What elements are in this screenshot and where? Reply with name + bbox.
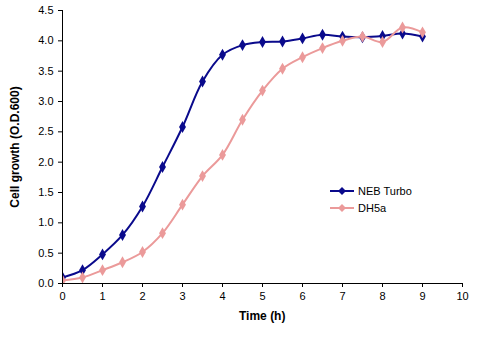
svg-text:4.5: 4.5 (38, 4, 53, 16)
svg-text:10: 10 (456, 290, 468, 302)
html-text:NEB Turbo: NEB Turbo (358, 184, 412, 197)
svg-text:3.0: 3.0 (38, 95, 53, 107)
html-text:DH5a: DH5a (358, 201, 387, 214)
svg-text:0.5: 0.5 (38, 247, 53, 259)
svg-text:2: 2 (139, 290, 145, 302)
svg-text:1.5: 1.5 (38, 186, 53, 198)
svg-text:8: 8 (379, 290, 385, 302)
svg-text:0: 0 (59, 290, 65, 302)
svg-text:3.5: 3.5 (38, 65, 53, 77)
svg-text:9: 9 (419, 290, 425, 302)
svg-text:4.0: 4.0 (38, 34, 53, 46)
svg-text:7: 7 (339, 290, 345, 302)
svg-text:3: 3 (179, 290, 185, 302)
svg-text:0.0: 0.0 (38, 277, 53, 289)
html-text:Cell growth (O.D.600): Cell growth (O.D.600) (7, 85, 22, 208)
svg-text:2.0: 2.0 (38, 156, 53, 168)
svg-text:5: 5 (259, 290, 265, 302)
html-text:Time (h): Time (h) (239, 309, 286, 323)
svg-text:1: 1 (99, 290, 105, 302)
svg-text:2.5: 2.5 (38, 125, 53, 137)
svg-text:1.0: 1.0 (38, 216, 53, 228)
svg-text:4: 4 (219, 290, 225, 302)
svg-text:6: 6 (299, 290, 305, 302)
